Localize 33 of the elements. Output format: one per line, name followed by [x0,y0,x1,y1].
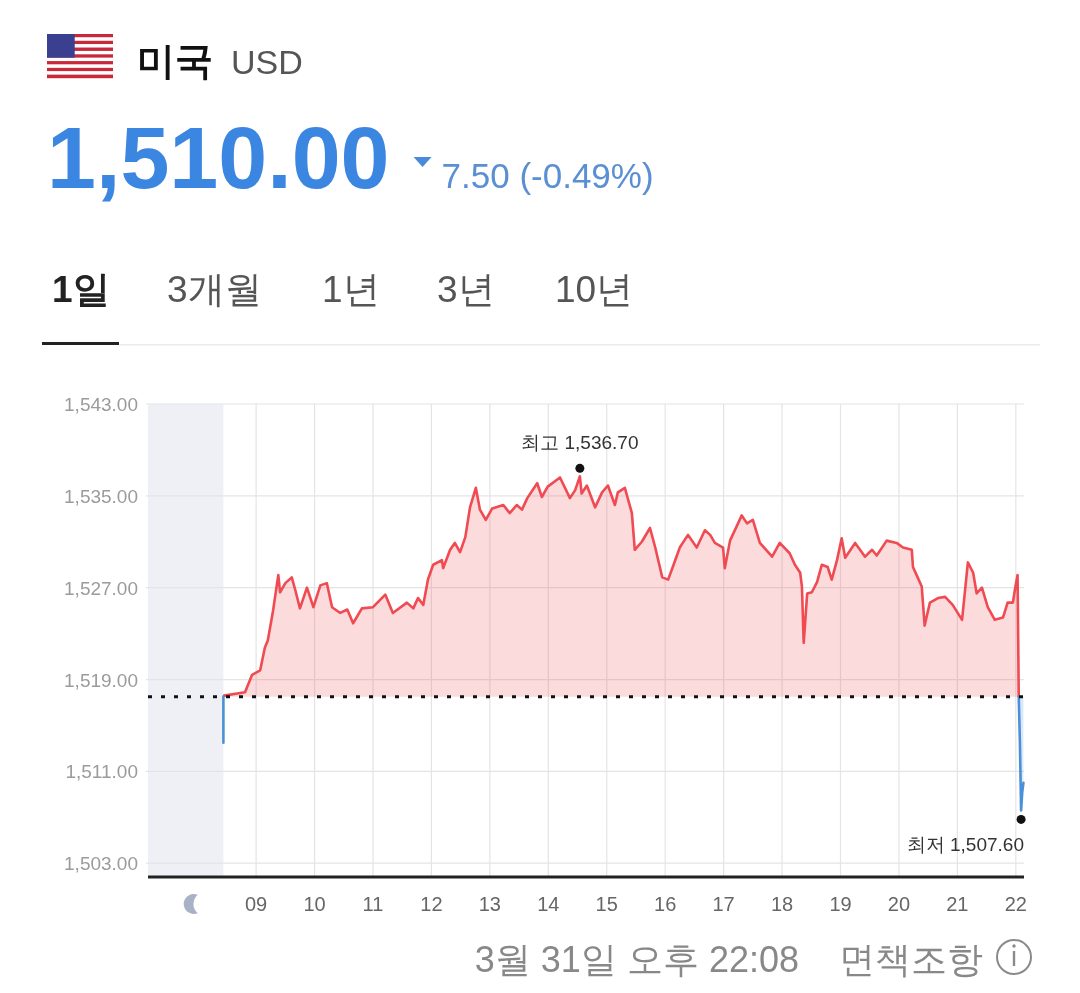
text: 10년 [555,269,634,310]
x-tick-label: 10 [303,893,326,915]
x-tick-label: 09 [244,893,268,915]
x-tick-label: 19 [829,893,852,915]
y-tick-label: 1,519.00 [64,669,138,691]
x-tick-label: 20 [887,893,911,915]
text: 면책조항 [839,939,983,980]
x-tick-label: 22 [1004,893,1027,915]
text: 1,510.00 [47,108,390,207]
x-tick-label: 12 [420,893,443,915]
x-tick-label: 15 [595,893,618,915]
chart-title: 미국 [137,40,213,82]
text: 1년 [322,269,380,310]
x-tick-label: 13 [478,893,501,915]
text: 3월 31일 오후 22:08 [474,939,799,980]
x-tick-label: 16 [654,893,677,915]
text: 3년 [437,269,495,310]
y-tick-label: 1,503.00 [64,853,138,875]
annotation: 최저 1,507.60 [906,834,1024,856]
y-tick-label: 1,535.00 [64,485,138,507]
text: 1일 [52,269,110,310]
text: 7.50 (-0.49%) [441,156,654,195]
x-tick-label: 21 [946,893,969,915]
annotation: 최고 1,536.70 [521,432,639,454]
text: 3개월 [167,269,262,310]
y-tick-label: 1,511.00 [65,761,138,783]
x-tick-label: 11 [362,893,384,915]
y-tick-label: 1,543.00 [64,394,138,415]
x-tick-label: 17 [712,893,735,915]
chart-subtitle: USD [231,43,303,81]
x-tick-label: 14 [537,893,560,915]
x-tick-label: 18 [770,893,794,915]
y-tick-label: 1,527.00 [64,577,138,599]
